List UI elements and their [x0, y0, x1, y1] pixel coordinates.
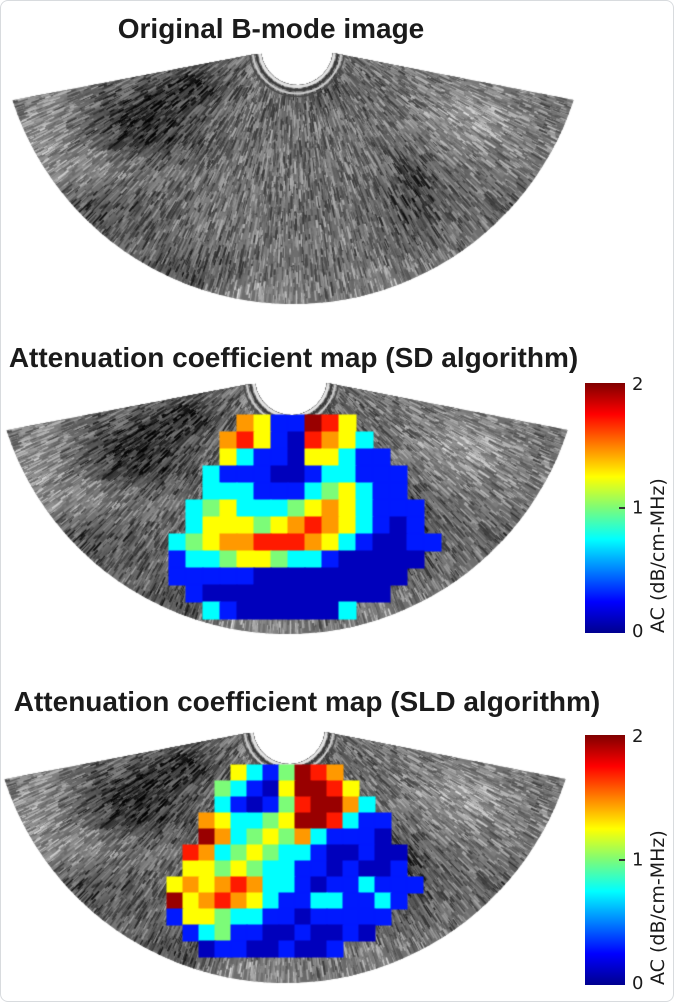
panel-title-bmode: Original B-mode image: [117, 13, 425, 44]
colorbar-sd: 2 1 0 AC (dB/cm-MHz): [585, 374, 673, 642]
colorbar-axis-label: AC (dB/cm-MHz): [647, 478, 669, 633]
colorbar-tick-max: 2: [632, 726, 644, 748]
panel-title-sd: Attenuation coefficient map (SD algorith…: [8, 342, 579, 373]
colorbar-tick-mid: 1: [632, 849, 644, 871]
colorbar-gradient: [585, 383, 625, 633]
colorbar-tick-mid: 1: [632, 497, 644, 519]
colorbar-tick-max: 2: [632, 374, 644, 396]
colorbar-gradient: [585, 735, 625, 985]
colorbar-tick-min: 0: [632, 972, 644, 994]
colorbar-midtick: [619, 859, 625, 861]
panel-title-sld: Attenuation coefficient map (SLD algorit…: [13, 686, 601, 717]
colorbar-sld: 2 1 0 AC (dB/cm-MHz): [585, 726, 673, 994]
colorbar-axis-label: AC (dB/cm-MHz): [647, 830, 669, 985]
colorbar-midtick: [619, 507, 625, 509]
colorbar-tick-min: 0: [632, 620, 644, 642]
